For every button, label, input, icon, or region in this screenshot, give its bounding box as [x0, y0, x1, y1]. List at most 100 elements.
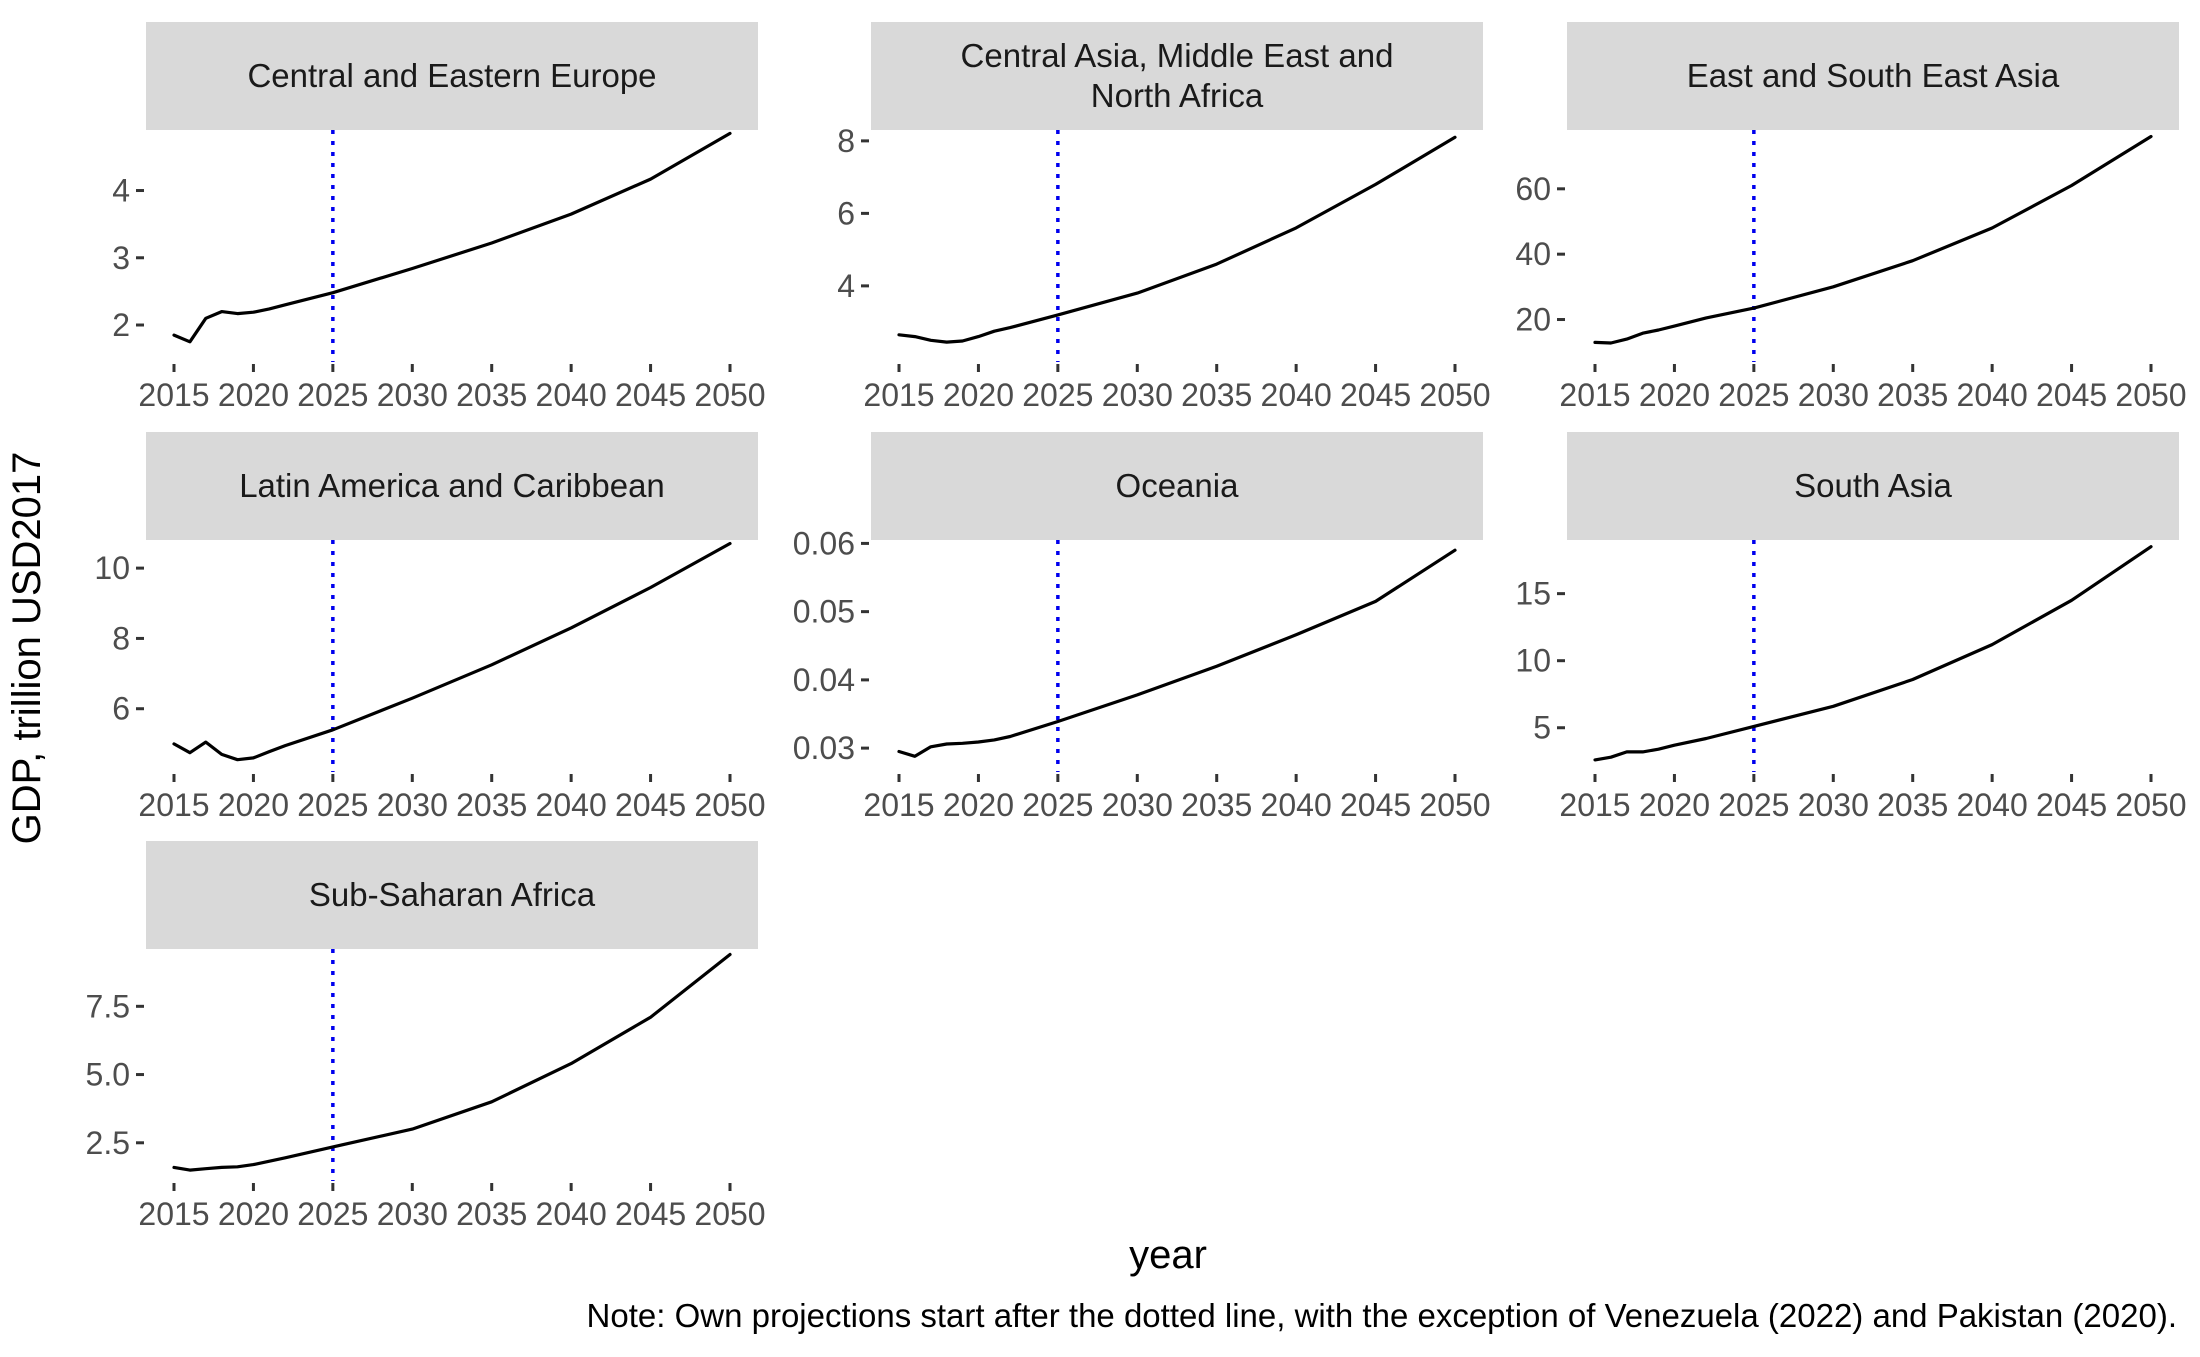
y-tick-label: 3 [112, 240, 130, 276]
y-tick-label: 4 [112, 173, 130, 209]
note-text: Note: Own projections start after the do… [587, 1297, 2177, 1334]
x-tick-label: 2045 [615, 1196, 686, 1232]
x-axis-title: year [1129, 1233, 1207, 1277]
x-tick-label: 2015 [138, 377, 209, 413]
x-tick-label: 2025 [1022, 787, 1093, 823]
x-tick-label: 2045 [1340, 377, 1411, 413]
x-tick-label: 2025 [1718, 787, 1789, 823]
x-tick-label: 2020 [218, 1196, 289, 1232]
strip-title: North Africa [1091, 77, 1264, 114]
series-line [172, 952, 732, 1172]
x-tick-label: 2015 [1559, 377, 1630, 413]
x-tick-label: 2025 [297, 787, 368, 823]
x-tick-label: 2020 [1639, 787, 1710, 823]
strip-title: Central and Eastern Europe [247, 57, 656, 94]
x-tick-label: 2035 [456, 1196, 527, 1232]
series-line [1593, 134, 2153, 345]
series-line [1593, 545, 2153, 762]
x-tick-label: 2020 [1639, 377, 1710, 413]
strip-title: Oceania [1116, 467, 1240, 504]
x-tick-label: 2050 [2115, 787, 2186, 823]
x-tick-label: 2015 [138, 1196, 209, 1232]
x-tick-label: 2040 [536, 377, 607, 413]
x-tick-label: 2045 [2036, 787, 2107, 823]
strip-background [146, 22, 758, 130]
y-axis-title: GDP, trillion USD2017 [5, 452, 49, 845]
y-tick-label: 2 [112, 307, 130, 343]
y-tick-label: 0.05 [793, 594, 855, 630]
y-tick-label: 8 [112, 620, 130, 656]
strip-background [146, 432, 758, 540]
strip-background [871, 432, 1483, 540]
x-tick-label: 2045 [2036, 377, 2107, 413]
x-tick-label: 2035 [1181, 787, 1252, 823]
x-tick-label: 2040 [1957, 377, 2028, 413]
y-tick-label: 7.5 [86, 988, 130, 1024]
x-tick-label: 2040 [536, 787, 607, 823]
y-tick-label: 8 [837, 123, 855, 159]
x-tick-label: 2050 [694, 377, 765, 413]
strip-title: Latin America and Caribbean [239, 467, 665, 504]
y-tick-label: 15 [1515, 576, 1551, 612]
strip-background [1567, 22, 2179, 130]
series-line [172, 131, 732, 344]
x-tick-label: 2035 [456, 787, 527, 823]
y-tick-label: 2.5 [86, 1125, 130, 1161]
x-tick-label: 2030 [377, 377, 448, 413]
y-tick-label: 40 [1515, 236, 1551, 272]
x-tick-label: 2020 [218, 787, 289, 823]
x-tick-label: 2035 [456, 377, 527, 413]
x-tick-label: 2045 [615, 377, 686, 413]
series-line [897, 135, 1457, 344]
strip-title: South Asia [1794, 467, 1952, 504]
y-tick-label: 10 [94, 550, 130, 586]
x-tick-label: 2025 [297, 377, 368, 413]
x-tick-label: 2030 [1798, 377, 1869, 413]
x-tick-label: 2040 [1957, 787, 2028, 823]
x-tick-label: 2050 [1419, 787, 1490, 823]
series-line [897, 548, 1457, 758]
x-tick-label: 2050 [694, 787, 765, 823]
x-tick-label: 2050 [694, 1196, 765, 1232]
x-tick-label: 2015 [863, 787, 934, 823]
y-tick-label: 0.04 [793, 662, 855, 698]
x-tick-label: 2025 [1022, 377, 1093, 413]
x-tick-label: 2050 [2115, 377, 2186, 413]
strip-title: Sub-Saharan Africa [309, 876, 596, 913]
x-tick-label: 2035 [1877, 377, 1948, 413]
strip-background [146, 841, 758, 949]
x-tick-label: 2030 [377, 787, 448, 823]
y-tick-label: 5 [1533, 710, 1551, 746]
x-tick-label: 2045 [1340, 787, 1411, 823]
x-tick-label: 2035 [1181, 377, 1252, 413]
x-tick-label: 2040 [1261, 787, 1332, 823]
series-line [172, 541, 732, 762]
y-tick-label: 20 [1515, 302, 1551, 338]
x-tick-label: 2030 [1102, 377, 1173, 413]
x-tick-label: 2020 [218, 377, 289, 413]
x-tick-label: 2025 [1718, 377, 1789, 413]
x-tick-label: 2020 [943, 787, 1014, 823]
panel-central-and-eastern-europe: Central and Eastern Europe 2 3 4 2015 2020 202… [112, 22, 766, 413]
x-tick-label: 2015 [1559, 787, 1630, 823]
strip-title: East and South East Asia [1687, 57, 2060, 94]
x-tick-label: 2040 [1261, 377, 1332, 413]
x-tick-label: 2030 [377, 1196, 448, 1232]
x-tick-label: 2050 [1419, 377, 1490, 413]
y-tick-label: 6 [837, 195, 855, 231]
y-tick-label: 10 [1515, 643, 1551, 679]
x-tick-label: 2035 [1877, 787, 1948, 823]
x-tick-label: 2040 [536, 1196, 607, 1232]
x-tick-label: 2015 [863, 377, 934, 413]
strip-title: Central Asia, Middle East and [961, 37, 1394, 74]
x-tick-label: 2025 [297, 1196, 368, 1232]
y-tick-label: 4 [837, 268, 855, 304]
